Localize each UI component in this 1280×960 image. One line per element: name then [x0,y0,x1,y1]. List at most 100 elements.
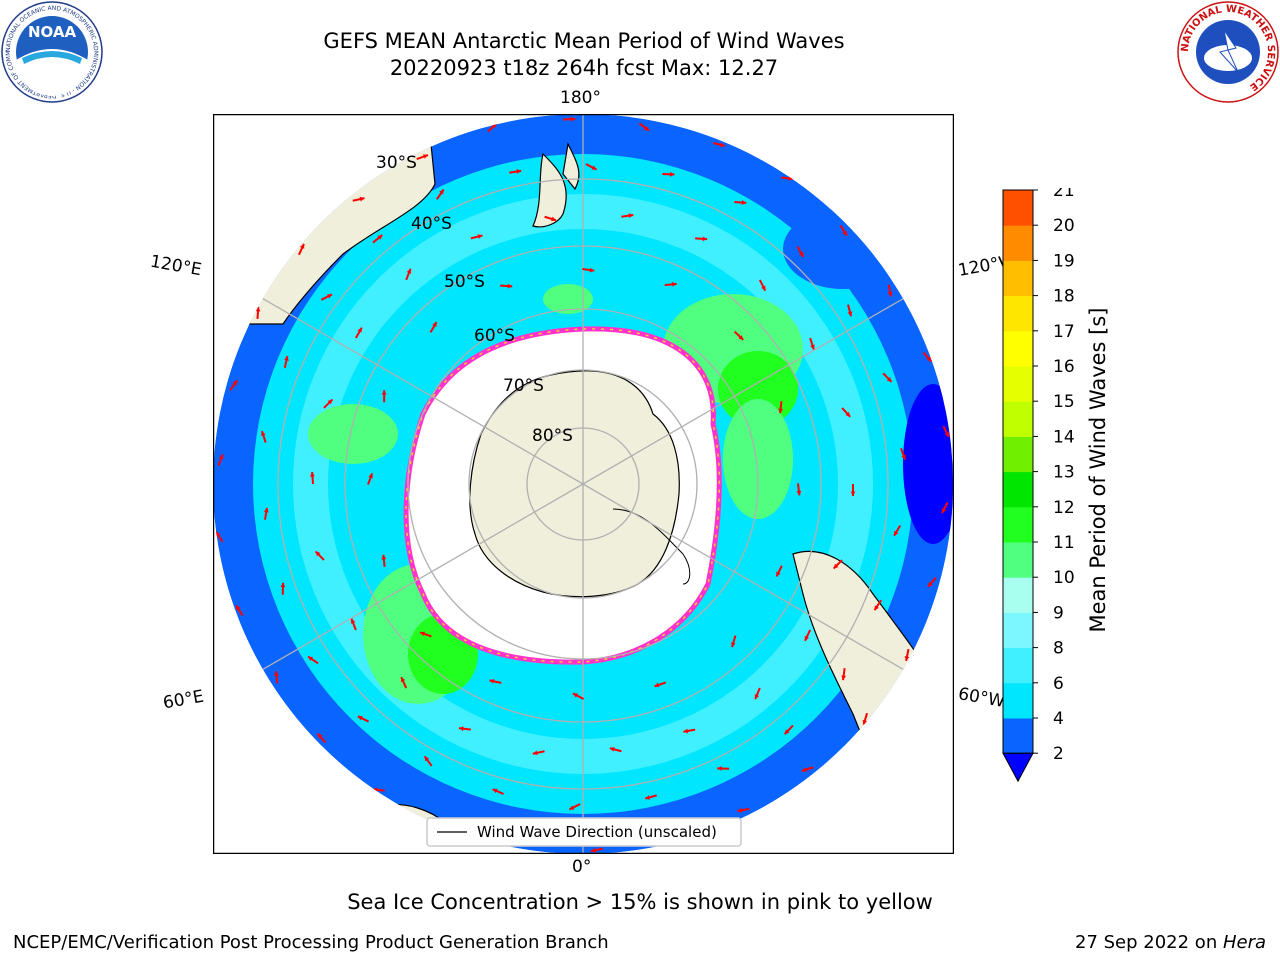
wave-arrow-head [308,656,314,662]
colorbar-tick-label: 10 [1053,568,1075,588]
wave-arrow-head [731,642,736,648]
footer-host: Hera [1222,932,1266,953]
wave-arrow-head [551,216,557,222]
colorbar-tick-label: 9 [1053,603,1064,623]
wave-arrow-head [263,507,269,513]
colorbar-tick-label: 2 [1053,744,1064,764]
wave-arrow-head [232,380,238,386]
lat-label: 70°S [503,376,544,396]
wave-arrow-head [944,431,949,437]
colorbar-segment [1003,366,1033,402]
wave-arrow-head [842,230,847,236]
wave-arrow-head [904,656,910,661]
colorbar-tick-label: 4 [1053,709,1064,729]
wave-arrow-head [400,677,406,683]
lat-label: 40°S [411,214,452,234]
lon-label-top: 180° [560,88,601,108]
colorbar-tick-label: 14 [1053,427,1075,447]
svg-text:NOAA: NOAA [28,23,77,41]
wave-arrow-head [720,142,725,148]
wave-arrow-head [754,694,760,700]
colorbar-tick-label: 17 [1053,322,1075,342]
wave-arrow-head [788,175,794,181]
wave-arrow-head [432,321,437,327]
wave-arrow-head [776,571,781,577]
wave-arrow-head [645,795,651,800]
map-legend: Wind Wave Direction (unscaled) [426,817,742,847]
wave-arrow-head [261,431,266,437]
chart-title: GEFS MEAN Antarctic Mean Period of Wind … [323,29,845,53]
chart-subtitle: 20220923 t18z 264h fcst Max: 12.27 [389,56,779,80]
lon-label-lower-right: 60°W [956,684,1007,712]
wave-arrow-head [887,291,893,297]
colorbar-segment [1003,682,1033,719]
wave-patch [308,404,398,464]
wave-arrow-head [833,563,839,569]
wave-arrow-head [683,728,689,734]
wave-arrow-head [489,678,495,684]
wave-arrow-head [357,327,362,333]
wave-arrow-head [458,726,464,732]
wave-arrow-head [926,356,932,362]
colorbar-tick-label: 6 [1053,674,1064,694]
wave-arrow-head [423,154,428,159]
lat-label: 30°S [376,153,417,173]
footer-credit: NCEP/EMC/Verification Post Processing Pr… [13,932,609,953]
wave-arrow-head [569,805,575,810]
wave-arrow-head [796,490,802,496]
wave-arrow-head [327,399,333,405]
wave-arrow-head [845,411,851,417]
wave-arrow-head [609,747,615,752]
new-zealand [532,142,580,228]
lat-label: 60°S [474,326,515,346]
wave-arrow-head [357,716,363,721]
footer-date: 27 Sep 2022 on Hera [1075,932,1266,953]
colorbar-segment [1003,260,1033,297]
wave-patch [543,284,593,314]
colorbar-segment [1003,718,1033,754]
wave-arrow-head [315,551,321,557]
wave-direction-arrows [215,116,950,853]
wave-arrow-head [368,473,373,479]
wave-arrow-head [439,189,444,195]
wave-arrow-head [274,671,279,677]
lat-label: 80°S [532,426,573,446]
colorbar-tick-label: 19 [1053,251,1075,271]
wave-arrow-head [702,236,708,242]
lat-label: 50°S [444,272,485,292]
wave-arrow-head [477,234,483,239]
wave-arrow-head [589,267,595,273]
polar-map: 30°S 40°S 50°S 60°S 70°S 80°S Wind Wave … [213,114,954,854]
wave-arrow-head [327,294,333,299]
wave-arrow-head [738,335,744,340]
wave-arrow-head [784,729,790,735]
wave-arrow-head [850,491,856,496]
colorbar-segment [1003,542,1033,578]
colorbar-tick-label: 13 [1053,463,1075,483]
wave-arrow-head [804,635,810,641]
colorbar-segment [1003,647,1033,684]
colorbar-segment [1003,190,1033,226]
wave-arrow-head [381,554,387,560]
wave-arrow-head [516,169,522,174]
wave-arrow-head [654,682,660,688]
colorbar-tick-label: 21 [1053,188,1075,201]
colorbar: 2 4 6 8 9 10 11 12 13 14 15 16 17 18 19 20 21 [1002,181,1082,792]
wave-arrow-head [927,582,933,587]
wave-arrow-head [741,200,747,205]
wave-arrow-head [862,719,868,725]
lon-label-lower-left: 60°E [161,686,206,714]
wave-arrow-head [847,311,853,317]
wave-patch [718,351,798,427]
wave-arrow-head [236,605,241,611]
wave-arrow-head [350,618,356,624]
colorbar-segment [1003,295,1033,332]
colorbar-extend [1002,752,1034,783]
wave-arrow-head [799,251,804,257]
wave-arrow-head [255,306,261,312]
lon-label-bottom: 0° [572,857,592,877]
wave-arrow-head [810,344,815,350]
wave-arrow-head [492,788,498,794]
wave-arrow-head [644,126,649,131]
colorbar-segment [1003,577,1033,613]
